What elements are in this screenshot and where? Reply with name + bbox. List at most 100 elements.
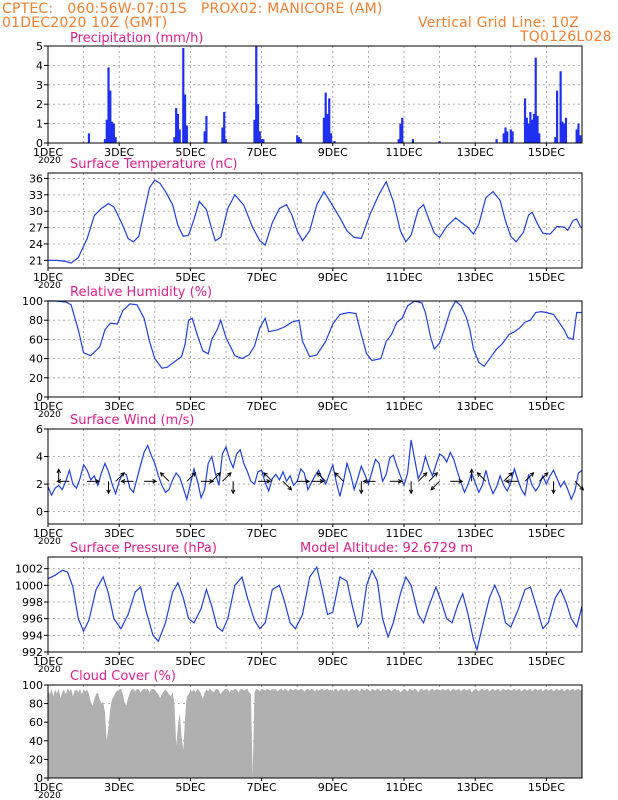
wind-vector xyxy=(477,472,487,482)
wind-vector-head xyxy=(408,489,414,495)
temp-ytick-label: 30 xyxy=(29,205,43,218)
precip-xtick-label: 7DEC xyxy=(247,146,277,159)
rh-ytick-label: 100 xyxy=(22,295,43,308)
rh-year-label: 2020 xyxy=(38,410,61,420)
precip-ytick-label: 1 xyxy=(36,118,43,131)
wind-vector xyxy=(282,480,292,491)
wind-vector-head xyxy=(266,479,272,484)
precip-bar xyxy=(538,133,541,143)
wind-vector-head xyxy=(216,472,222,477)
pressure-title: Surface Pressure (hPa) xyxy=(70,541,217,556)
cloud-ytick-label: 20 xyxy=(29,753,43,766)
temp-ytick-label: 33 xyxy=(29,189,43,202)
cloud-ytick-label: 80 xyxy=(29,698,43,711)
precip-bar xyxy=(175,108,178,143)
wind-vector-head xyxy=(433,472,439,477)
rh-title: Relative Humidity (%) xyxy=(70,285,212,300)
wind-vector-head xyxy=(430,485,436,491)
precip-bar xyxy=(258,131,261,143)
wind-vector-head xyxy=(287,485,293,491)
rh-line xyxy=(48,300,582,369)
wind-vector-head xyxy=(263,472,268,477)
wind-vector-head xyxy=(305,479,311,484)
precip-ytick-label: 4 xyxy=(36,59,43,72)
rh-xtick-label: 9DEC xyxy=(318,400,348,413)
temp-xtick-label: 1DEC xyxy=(33,271,63,284)
rh-xtick-label: 1DEC xyxy=(33,400,63,413)
pressure-ytick-label: 996 xyxy=(22,613,43,626)
cloud-cover-area xyxy=(48,688,582,778)
precip-ytick-label: 5 xyxy=(36,40,43,53)
cloud-title: Cloud Cover (%) xyxy=(70,669,176,684)
rh-xtick-label: 7DEC xyxy=(247,400,277,413)
temp-xtick-label: 5DEC xyxy=(175,271,205,284)
precip-bar xyxy=(114,137,117,143)
precip-bar xyxy=(255,46,258,143)
wind-vector xyxy=(263,472,273,482)
rh-ytick-label: 60 xyxy=(29,333,43,346)
cloud-year-label: 2020 xyxy=(38,791,61,800)
wind-vector-head xyxy=(106,489,111,495)
precip-bar xyxy=(529,111,532,143)
temp-xtick-label: 7DEC xyxy=(247,271,277,284)
wind-vector xyxy=(186,472,196,482)
precip-bar xyxy=(564,117,568,143)
rh-xtick-label: 5DEC xyxy=(175,400,205,413)
wind-vector-head xyxy=(120,479,126,484)
precip-bar xyxy=(297,137,301,143)
temp-ytick-label: 24 xyxy=(29,238,43,251)
precip-bar xyxy=(105,119,108,143)
wind-vector-head xyxy=(458,479,464,484)
precip-bar xyxy=(185,125,188,143)
wind-vector-head xyxy=(469,468,474,474)
wind-vector xyxy=(160,472,170,482)
wind-vector-head xyxy=(551,489,556,495)
wind-frame xyxy=(47,428,583,525)
precip-xtick-label: 13DEC xyxy=(457,146,494,159)
wind-ytick-label: 2 xyxy=(36,478,43,491)
wind-vector-head xyxy=(422,472,428,477)
wind-ytick-label: 6 xyxy=(36,423,43,436)
precip-title: Precipitation (mm/h) xyxy=(70,31,203,46)
wind-vector xyxy=(115,472,125,482)
precip-year-label: 2020 xyxy=(38,156,61,166)
precip-bar xyxy=(555,90,559,143)
wind-xtick-label: 11DEC xyxy=(385,527,422,540)
temp-year-label: 2020 xyxy=(38,281,61,291)
wind-vector xyxy=(222,472,232,482)
wind-vector-head xyxy=(120,472,125,477)
precip-bar xyxy=(112,123,115,143)
rh-xtick-label: 3DEC xyxy=(104,400,134,413)
precip-bar xyxy=(577,123,580,143)
temp-xtick-label: 9DEC xyxy=(318,271,348,284)
pressure-xtick-label: 11DEC xyxy=(385,655,422,668)
precip-bar xyxy=(495,139,498,143)
precip-bar xyxy=(205,115,208,143)
wind-vector-head xyxy=(362,479,368,484)
rh-ytick-label: 0 xyxy=(36,391,43,404)
wind-vector xyxy=(417,472,428,482)
precip-bar xyxy=(575,129,578,143)
wind-vector-head xyxy=(334,472,339,477)
temp-ytick-label: 21 xyxy=(29,254,43,267)
precip-bar xyxy=(326,113,329,143)
wind-vector xyxy=(503,472,513,482)
precip-bar xyxy=(183,94,187,143)
pressure-xtick-label: 13DEC xyxy=(457,655,494,668)
temp-xtick-label: 3DEC xyxy=(104,271,134,284)
temp-line xyxy=(48,179,583,264)
wind-vector xyxy=(211,472,221,482)
precip-bar xyxy=(527,123,530,143)
precip-bar xyxy=(333,141,336,143)
pressure-xtick-label: 9DEC xyxy=(318,655,348,668)
cloud-xtick-label: 7DEC xyxy=(247,781,277,794)
pressure-year-label: 2020 xyxy=(38,665,61,675)
wind-vector-head xyxy=(579,485,585,491)
wind-vector-head xyxy=(543,472,549,477)
precip-bar xyxy=(203,131,206,143)
precip-bar xyxy=(399,123,402,143)
wind-vector-head xyxy=(504,479,510,484)
precip-bar xyxy=(260,139,263,143)
wind-vector xyxy=(524,472,534,482)
